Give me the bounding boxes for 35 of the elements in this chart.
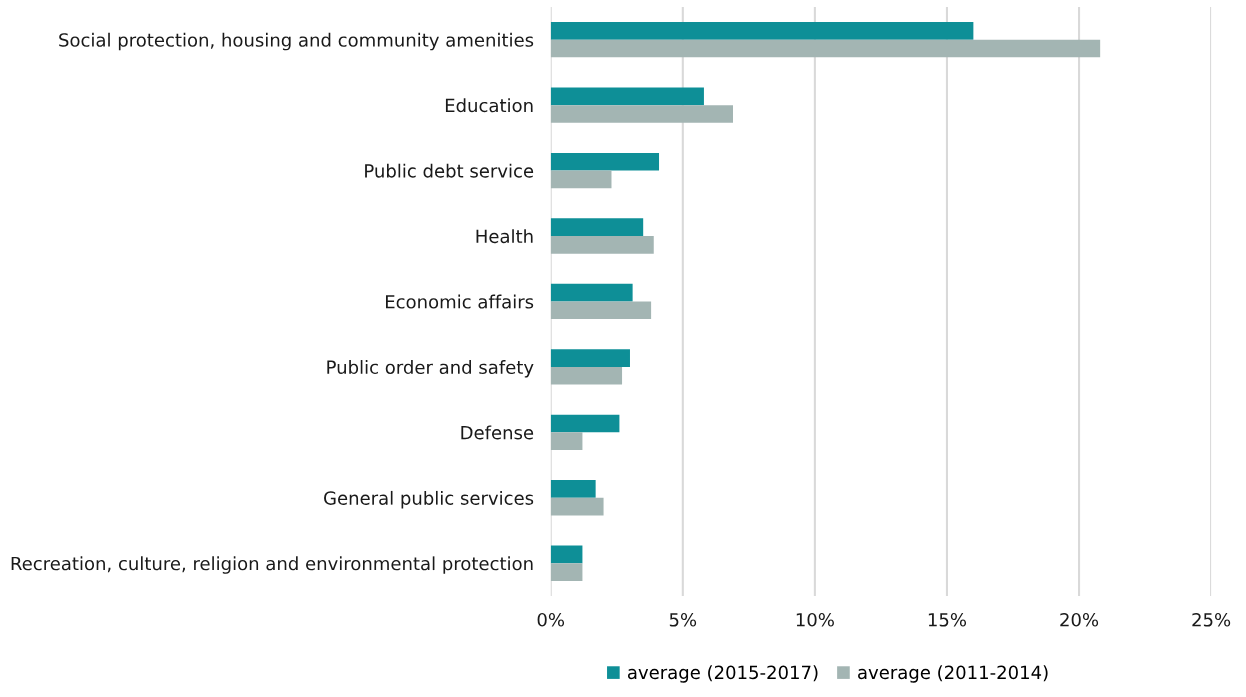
legend-label: average (2015-2017) [627, 665, 818, 683]
bar [550, 105, 733, 123]
y-tick-label: Education [445, 98, 533, 113]
bar [550, 87, 704, 106]
bar [550, 366, 623, 385]
bar [550, 414, 620, 433]
y-tick-label: Public debt service [365, 163, 534, 178]
y-tick-label: Economic affairs [386, 294, 534, 309]
x-tick-label: 5% [669, 612, 697, 627]
x-tick-label: 20% [1060, 612, 1099, 627]
bar [550, 349, 630, 367]
y-tick-label: Recreation, culture, religion and environmental protection [11, 556, 533, 574]
bar [550, 152, 660, 171]
bar [550, 301, 652, 320]
x-tick-label: 10% [796, 612, 834, 627]
bar [550, 218, 644, 237]
x-tick-label: 0% [537, 612, 565, 627]
y-tick-label: Defense [461, 425, 534, 440]
bar [550, 236, 654, 254]
x-tick-label: 25% [1192, 612, 1231, 627]
bar [550, 545, 583, 564]
bar [550, 497, 604, 516]
bar [550, 170, 612, 189]
bar [550, 563, 583, 581]
y-tick-label: Social protection, housing and community amenities [59, 32, 534, 51]
bar [550, 39, 1101, 58]
bar [550, 283, 633, 302]
x-tick-label: 15% [928, 612, 967, 627]
y-tick-label: Public order and safety [327, 360, 534, 378]
bar [550, 22, 974, 40]
y-tick-label: Health [476, 229, 533, 244]
bar [550, 480, 596, 498]
legend-label: average (2011-2014) [858, 665, 1048, 683]
y-tick-label: General public services [324, 490, 534, 509]
bar [550, 432, 583, 450]
